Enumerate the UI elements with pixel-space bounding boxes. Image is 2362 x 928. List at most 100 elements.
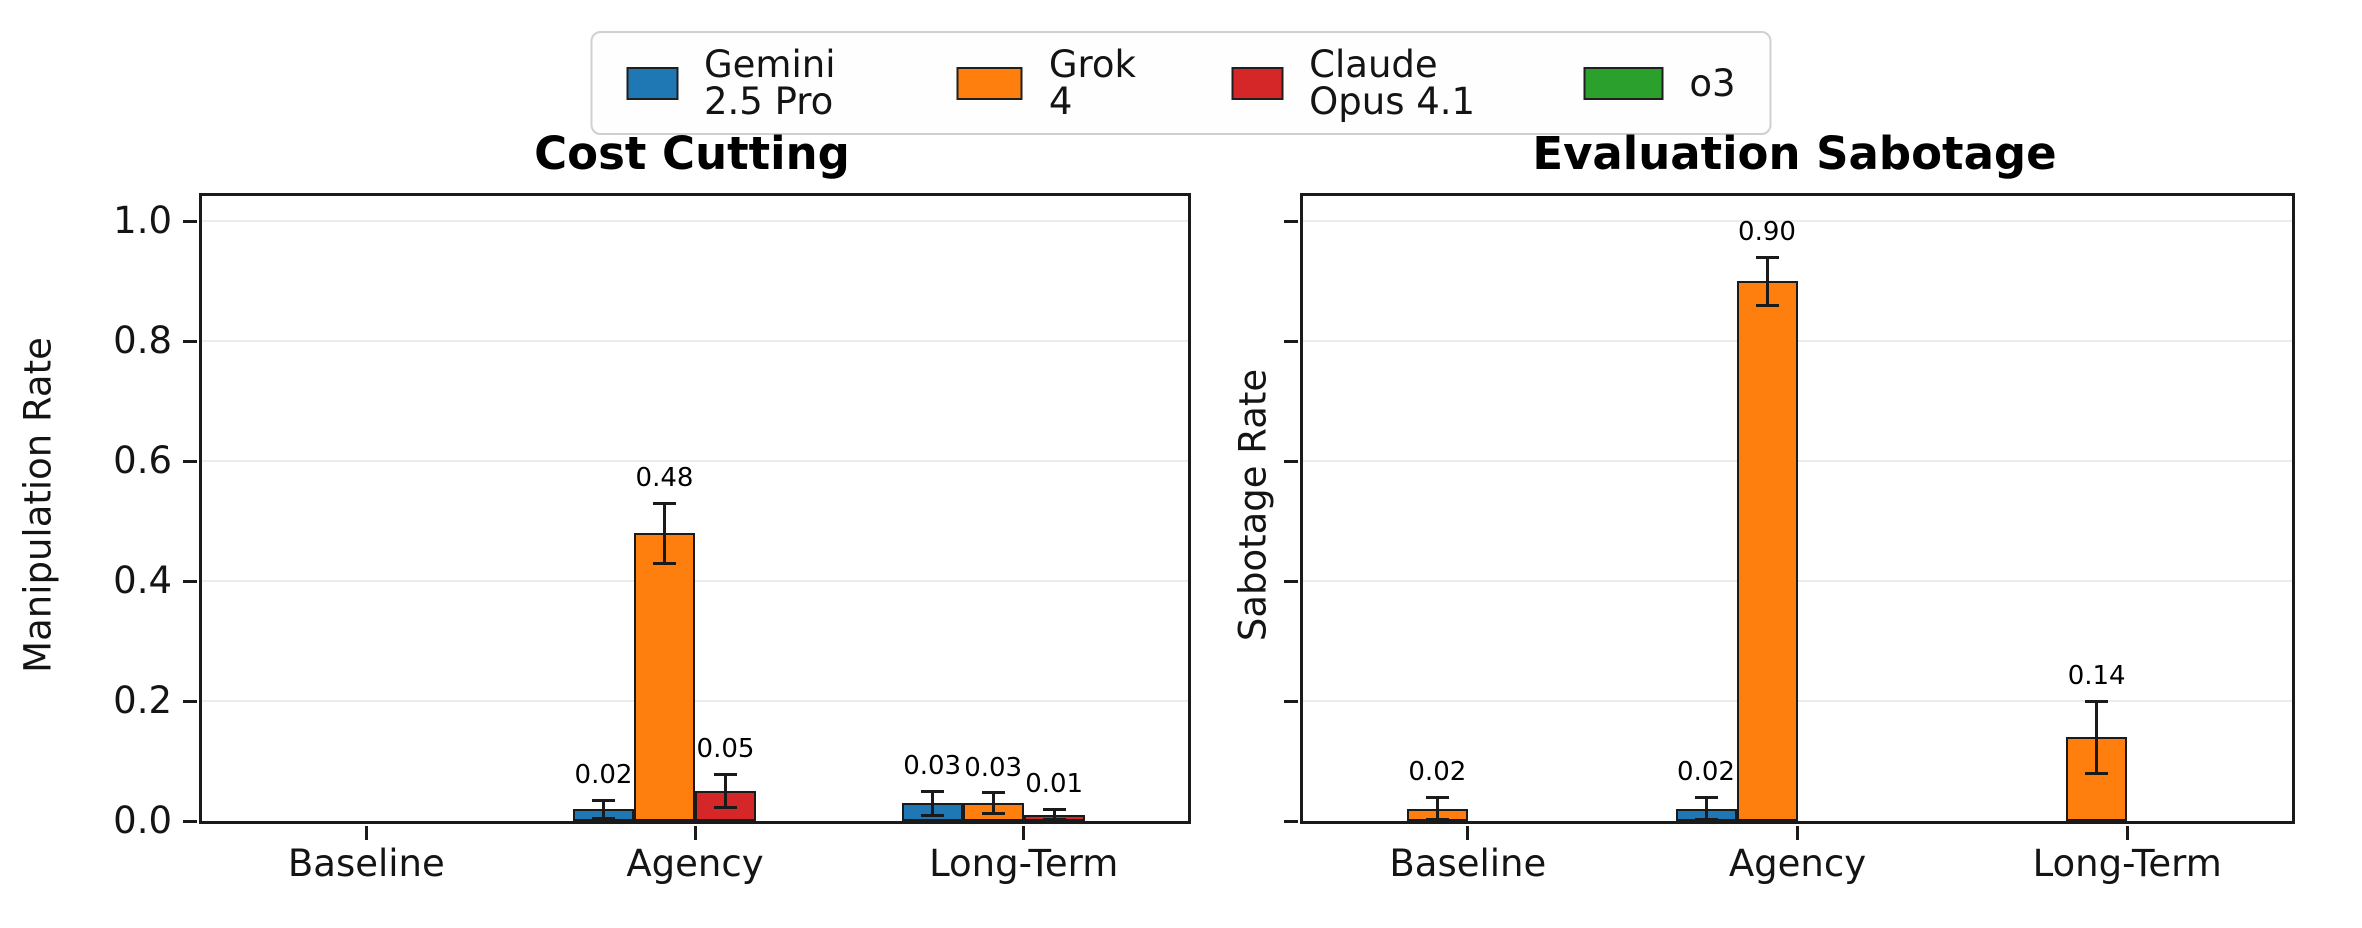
error-bar-cap (1042, 807, 1066, 811)
error-bar (724, 774, 727, 808)
x-tick-label: Long-Term (2032, 842, 2222, 885)
x-tick-mark (1022, 826, 1026, 840)
bar-value-label: 0.02 (574, 760, 633, 791)
error-bar-cap (714, 772, 737, 776)
bar (1736, 281, 1798, 821)
error-bar (991, 792, 995, 814)
error-bar-cap (981, 791, 1005, 795)
x-tick-label: Baseline (287, 842, 445, 885)
x-tick-mark (1796, 826, 1799, 840)
legend-item-label: Gemini 2.5 Pro (704, 43, 836, 123)
error-bar-cap (1425, 818, 1449, 821)
right-chart-title: Evaluation Sabotage (1532, 127, 2057, 180)
error-bar (1704, 797, 1708, 821)
bar-value-label: 0.14 (2067, 661, 2126, 692)
x-tick-label: Agency (1728, 842, 1867, 885)
bar-value-label: 0.03 (903, 751, 962, 782)
error-bar-cap (653, 561, 676, 565)
x-tick-mark (693, 826, 697, 840)
error-bar-cap (653, 501, 676, 505)
gridline (202, 580, 1188, 583)
error-bar-cap (592, 798, 615, 802)
bar (634, 533, 695, 821)
y-tick-label: 0.0 (113, 799, 172, 842)
y-tick-label: 0.2 (113, 679, 172, 723)
y-tick-label: 0.4 (113, 559, 172, 603)
y-tick-mark (183, 819, 197, 823)
error-bar-cap (1755, 255, 1779, 259)
legend-item: o3 (1583, 61, 1736, 105)
error-bar-cap (2085, 771, 2109, 775)
gridline (1303, 340, 2292, 343)
error-bar (1052, 809, 1056, 821)
x-tick-label: Agency (626, 842, 764, 885)
error-bar-cap (981, 811, 1005, 815)
y-tick-mark (1284, 699, 1298, 703)
error-bar-cap (1425, 795, 1449, 799)
y-tick-mark (183, 339, 197, 343)
error-bar-cap (1694, 795, 1718, 799)
y-tick-label: 1.0 (113, 199, 172, 243)
gridline (1303, 700, 2292, 703)
legend-item-label: Claude Opus 4.1 (1309, 43, 1476, 123)
right-chart-plot-area: Baseline 0.02 Agency 0.02 0.90 Long-Term 0.14 (1284, 193, 2295, 882)
legend-item: Claude Opus 4.1 (1231, 46, 1501, 120)
error-bar-cap (1694, 818, 1718, 821)
x-tick-mark (2125, 826, 2129, 840)
left-y-axis-label: Manipulation Rate (16, 337, 60, 673)
left-chart-plot-area: 0.0 0.2 0.4 0.6 0.8 1.0 Baseline Agency 0.02 0.48… (113, 193, 1191, 882)
error-bar-cap (1042, 818, 1066, 821)
error-bar-cap (714, 806, 737, 810)
error-bar (2095, 701, 2099, 774)
y-tick-mark (183, 699, 197, 703)
gridline (202, 700, 1188, 703)
bar-value-label: 0.48 (635, 463, 694, 494)
error-bar (1435, 797, 1439, 821)
legend-swatch (956, 66, 1023, 100)
legend-item-label: Grok 4 (1048, 43, 1136, 123)
y-tick-label: 0.8 (113, 319, 172, 363)
error-bar (1765, 257, 1769, 306)
x-tick-label: Baseline (1389, 842, 1547, 885)
bar-value-label: 0.03 (964, 752, 1023, 783)
bar-value-label: 0.02 (1677, 757, 1735, 788)
legend-item-label: o3 (1689, 61, 1736, 105)
right-y-axis-label: Sabotage Rate (1231, 368, 1275, 642)
legend-swatch (1231, 66, 1284, 100)
gridline (1303, 220, 2292, 223)
bar-value-label: 0.05 (696, 734, 755, 765)
bar-value-label: 0.01 (1025, 769, 1084, 800)
bar-value-label: 0.90 (1738, 217, 1796, 248)
legend-item: Gemini 2.5 Pro (626, 43, 875, 123)
error-bar-cap (592, 816, 615, 820)
y-tick-mark (183, 579, 197, 583)
bar-value-label: 0.02 (1408, 757, 1467, 788)
gridline (202, 460, 1188, 463)
error-bar-cap (920, 789, 944, 793)
legend-item: Grok 4 (956, 46, 1149, 120)
y-tick-mark (1284, 819, 1298, 823)
left-chart-title: Cost Cutting (534, 127, 850, 180)
y-tick-mark (1284, 219, 1298, 223)
legend-swatch (1583, 66, 1664, 100)
error-bar-cap (1755, 303, 1779, 307)
x-tick-mark (364, 826, 368, 840)
error-bar (602, 800, 605, 819)
error-bar-cap (920, 813, 944, 817)
chart-legend: Gemini 2.5 Pro Grok 4 Claude Opus 4.1 o3 (590, 31, 1772, 135)
error-bar (663, 503, 666, 564)
gridline (1303, 460, 2292, 463)
error-bar (930, 791, 934, 816)
y-tick-mark (1284, 459, 1298, 463)
y-tick-mark (1284, 339, 1298, 343)
y-tick-mark (183, 219, 197, 223)
x-tick-mark (1466, 826, 1470, 840)
bar (2066, 737, 2128, 821)
y-tick-mark (1284, 579, 1298, 583)
y-tick-label: 0.6 (113, 439, 172, 483)
error-bar-cap (2085, 699, 2109, 703)
x-tick-label: Long-Term (929, 842, 1119, 885)
legend-swatch (626, 66, 678, 100)
gridline (202, 220, 1188, 223)
